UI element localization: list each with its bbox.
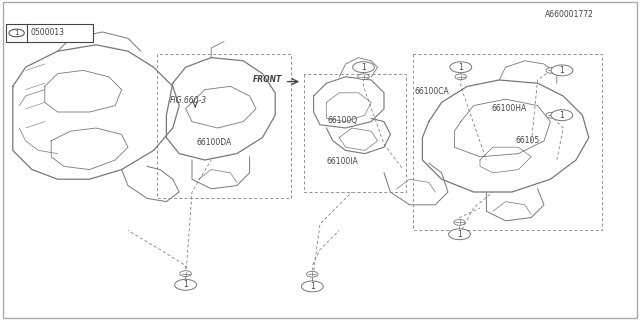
Circle shape [454, 220, 465, 225]
Circle shape [9, 29, 24, 37]
Text: 66100CA: 66100CA [415, 87, 449, 96]
Circle shape [455, 74, 467, 80]
Circle shape [450, 62, 472, 73]
Text: 66100HA: 66100HA [491, 104, 527, 113]
Circle shape [546, 68, 557, 73]
Text: FIG.660-3: FIG.660-3 [170, 96, 207, 105]
Circle shape [175, 279, 196, 290]
Circle shape [358, 74, 369, 80]
Text: 1: 1 [310, 282, 315, 291]
Text: FRONT: FRONT [252, 75, 282, 84]
Text: 66100Q: 66100Q [327, 116, 358, 124]
Text: 1: 1 [361, 63, 366, 72]
Text: 1: 1 [14, 30, 19, 36]
Circle shape [180, 271, 191, 276]
Circle shape [353, 62, 374, 73]
Circle shape [551, 110, 573, 121]
Text: 0500013: 0500013 [31, 28, 65, 37]
Text: 66105: 66105 [516, 136, 540, 145]
Text: 1: 1 [458, 63, 463, 72]
Bar [6, 24, 93, 42]
Text: 1: 1 [559, 66, 564, 75]
Text: 66100DA: 66100DA [196, 138, 232, 147]
Circle shape [551, 65, 573, 76]
Circle shape [449, 229, 470, 240]
Circle shape [301, 281, 323, 292]
Text: A660001772: A660001772 [545, 10, 594, 19]
Circle shape [546, 112, 557, 118]
Text: 1: 1 [559, 111, 564, 120]
Text: 66100IA: 66100IA [326, 157, 358, 166]
Text: 1: 1 [457, 230, 462, 239]
Text: 1: 1 [183, 280, 188, 289]
Circle shape [307, 271, 318, 277]
